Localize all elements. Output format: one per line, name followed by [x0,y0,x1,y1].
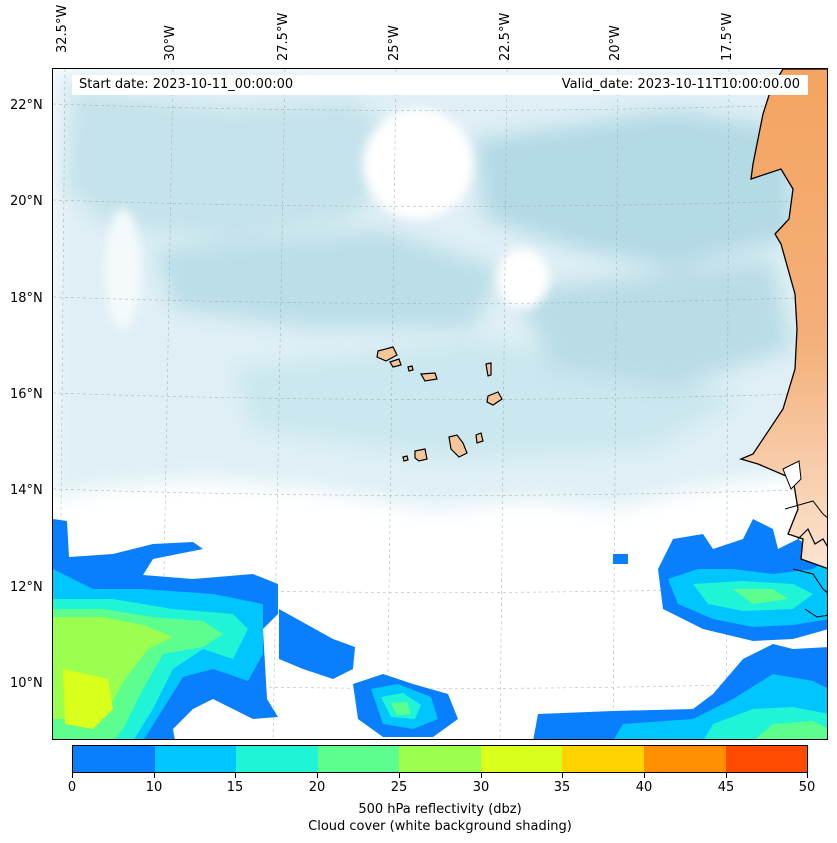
island-brava [402,455,409,462]
colorbar-tick [154,773,155,778]
start-date-label: Start date: 2023-10-11_00:00:00 [79,77,294,92]
colorbar-tick [807,773,808,778]
colorbar-segment-30-35 [480,746,563,772]
colorbar-tick [317,773,318,778]
island-sao-nicolau [420,372,438,382]
colorbar-tick-label: 30 [472,780,490,795]
colorbar-segment-20-25 [317,746,400,772]
colorbar-tick [72,773,73,778]
colorbar-tick-label: 10 [145,780,163,795]
island-santa-luzia [407,365,414,372]
lon-label-25w: 25°W [387,25,402,61]
colorbar-segment-35-40 [562,746,644,772]
lat-label-10n: 10°N [10,676,43,691]
lat-label-20n: 20°N [10,194,43,209]
colorbar [72,745,808,773]
colorbar-tick [481,773,482,778]
cape-verde-islands [376,346,503,462]
lon-label-30w: 30°W [163,25,178,61]
lon-label-17-5w: 17.5°W [720,12,735,61]
reflectivity-south-strip [533,644,827,739]
colorbar-subtitle: Cloud cover (white background shading) [308,819,572,834]
map-panel[interactable] [52,68,828,740]
lon-label-20w: 20°W [608,25,623,61]
reflectivity-central-cluster [353,674,458,737]
colorbar-tick-label: 50 [798,780,816,795]
colorbar-segment-25-30 [399,746,481,772]
colorbar-title: 500 hPa reflectivity (dbz) [358,802,522,817]
lon-label-32-5w: 32.5°W [55,4,70,53]
island-sal [485,362,492,377]
lat-label-12n: 12°N [10,580,43,595]
reflectivity-west-cluster [53,519,355,739]
island-maio [475,432,484,444]
valid-date-label: Valid_date: 2023-10-11T10:00:00.00 [561,77,800,92]
island-sao-vicente [389,358,402,368]
colorbar-tick-label: 45 [717,780,735,795]
map-header-band [72,75,808,95]
lat-label-14n: 14°N [10,483,43,498]
island-boa-vista [486,391,503,406]
lon-label-27-5w: 27.5°W [276,12,291,61]
colorbar-tick-label: 20 [308,780,326,795]
colorbar-segment-0-10 [73,746,155,772]
lat-label-22n: 22°N [10,98,43,113]
colorbar-tick-label: 40 [635,780,653,795]
clear-sky-patches [105,109,549,329]
colorbar-tick-label: 15 [226,780,244,795]
colorbar-tick [399,773,400,778]
lon-label-22-5w: 22.5°W [498,12,513,61]
colorbar-tick-label: 35 [553,780,571,795]
colorbar-segment-10-15 [154,746,237,772]
colorbar-tick [726,773,727,778]
lat-label-16n: 16°N [10,387,43,402]
reflectivity-east-cluster [613,519,827,641]
island-santiago [448,434,468,458]
island-fogo [414,448,428,462]
lat-label-18n: 18°N [10,291,43,306]
colorbar-segment-40-45 [643,746,726,772]
colorbar-segment-45-50 [725,746,808,772]
colorbar-tick [562,773,563,778]
colorbar-segment-15-20 [236,746,318,772]
colorbar-tick-label: 0 [67,780,77,795]
island-santo-antao [376,346,398,362]
colorbar-tick [644,773,645,778]
africa-land [739,69,827,618]
map-canvas [53,69,827,739]
cloud-cover-layer [53,69,827,509]
colorbar-tick [235,773,236,778]
colorbar-tick-label: 25 [390,780,408,795]
